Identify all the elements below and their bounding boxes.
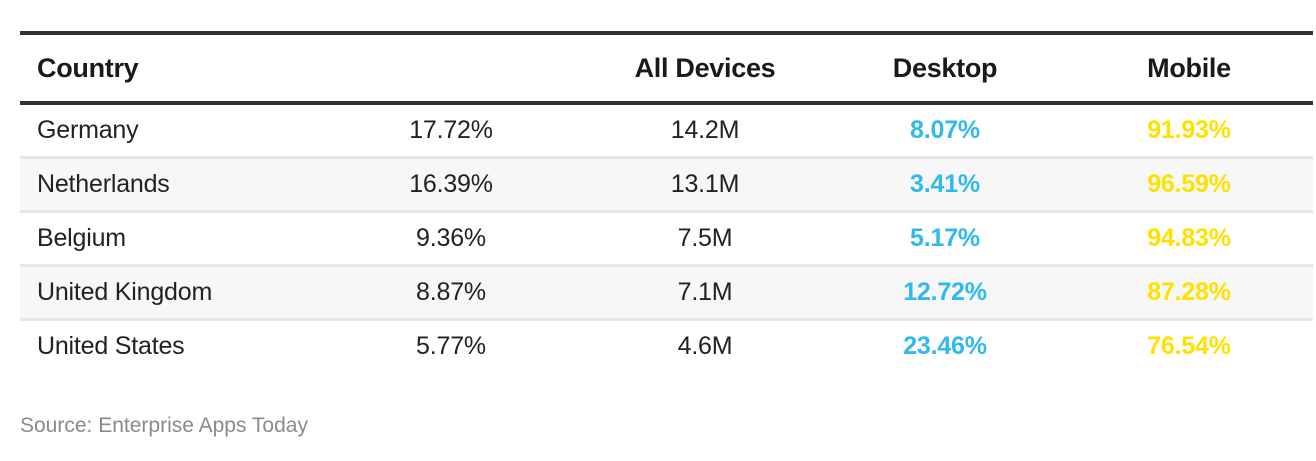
- cell-mobile: 91.93%: [1147, 116, 1231, 144]
- header-mobile: Mobile: [1147, 52, 1231, 83]
- cell-country: Belgium: [37, 224, 126, 252]
- cell-mobile: 94.83%: [1147, 224, 1231, 252]
- header-country: Country: [37, 52, 139, 83]
- cell-desktop: 5.17%: [910, 224, 980, 252]
- cell-all-devices: 7.1M: [677, 278, 733, 306]
- table-row: Germany 17.72% 14.2M 8.07% 91.93%: [20, 103, 1313, 158]
- table-body: Germany 17.72% 14.2M 8.07% 91.93% Nether…: [20, 103, 1313, 372]
- table-header: Country All Devices Desktop Mobile: [20, 33, 1313, 103]
- header-share: [317, 33, 585, 103]
- table-row: United States 5.77% 4.6M 23.46% 76.54%: [20, 320, 1313, 373]
- table-row: Netherlands 16.39% 13.1M 3.41% 96.59%: [20, 157, 1313, 212]
- data-table-container: Country All Devices Desktop Mobile Germa…: [20, 31, 1313, 372]
- header-desktop: Desktop: [892, 52, 998, 83]
- country-device-table: Country All Devices Desktop Mobile Germa…: [20, 31, 1313, 372]
- cell-mobile: 76.54%: [1147, 332, 1231, 360]
- cell-country: United Kingdom: [37, 278, 213, 306]
- cell-all-devices: 4.6M: [677, 332, 733, 360]
- header-all-devices: All Devices: [634, 52, 776, 83]
- table-row: United Kingdom 8.87% 7.1M 12.72% 87.28%: [20, 265, 1313, 320]
- cell-all-devices: 14.2M: [670, 116, 740, 144]
- cell-mobile: 87.28%: [1147, 278, 1231, 306]
- table-row: Belgium 9.36% 7.5M 5.17% 94.83%: [20, 212, 1313, 266]
- cell-share: 5.77%: [416, 332, 486, 360]
- source-caption: Source: Enterprise Apps Today: [20, 414, 308, 437]
- cell-country: Netherlands: [37, 170, 170, 198]
- cell-country: Germany: [37, 116, 139, 144]
- cell-all-devices: 13.1M: [670, 170, 740, 198]
- cell-share: 16.39%: [409, 170, 493, 198]
- cell-desktop: 8.07%: [910, 116, 980, 144]
- cell-share: 17.72%: [409, 116, 493, 144]
- cell-share: 8.87%: [416, 278, 486, 306]
- cell-desktop: 23.46%: [903, 332, 987, 360]
- cell-desktop: 3.41%: [910, 170, 980, 198]
- cell-country: United States: [37, 332, 185, 360]
- cell-all-devices: 7.5M: [677, 224, 733, 252]
- cell-share: 9.36%: [416, 224, 486, 252]
- header-row: Country All Devices Desktop Mobile: [20, 33, 1313, 103]
- cell-desktop: 12.72%: [903, 278, 987, 306]
- cell-mobile: 96.59%: [1147, 170, 1231, 198]
